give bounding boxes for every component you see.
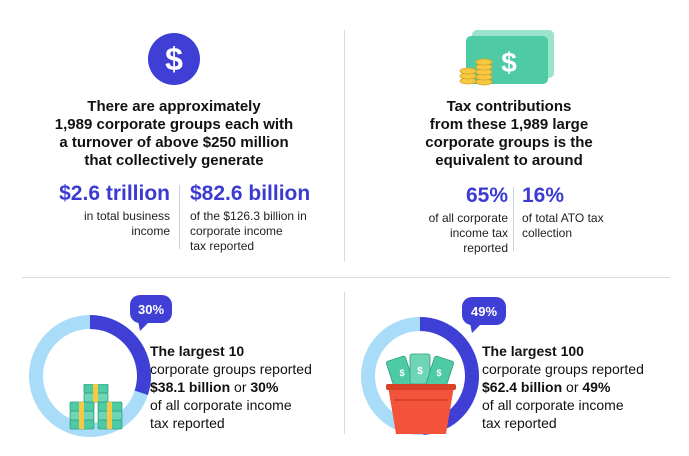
callout-pointer — [138, 321, 150, 331]
stat-share-ato-collection: 16% of total ATO tax collection — [522, 184, 604, 240]
svg-text:$: $ — [417, 366, 423, 377]
bucket-of-cash-icon: $ $ $ — [385, 353, 456, 434]
top-100-description: The largest 100 corporate groups reporte… — [482, 343, 644, 431]
dollar-circle-icon: $ — [148, 33, 200, 85]
donut-chart-top-10 — [29, 315, 151, 437]
share-callout-badge: 49% — [462, 297, 506, 325]
svg-text:$: $ — [399, 368, 404, 378]
stat-total-income: $2.6 trillion in total business income — [59, 182, 170, 238]
vertical-divider-top — [344, 30, 345, 262]
callout-pointer — [470, 323, 482, 333]
stat-divider — [179, 185, 180, 249]
top-10-description: The largest 10 corporate groups reported… — [150, 343, 312, 431]
svg-text:$: $ — [436, 368, 441, 378]
vertical-divider-bottom — [344, 292, 345, 434]
svg-text:$: $ — [501, 47, 517, 78]
cash-stack-icon — [69, 384, 123, 430]
share-callout-badge: 30% — [130, 295, 172, 323]
stat-divider — [513, 187, 514, 251]
cash-and-coins-icon: $ — [459, 30, 554, 86]
stat-corporate-tax: $82.6 billion of the $126.3 billion in c… — [190, 182, 311, 253]
donut-share-arc — [361, 317, 479, 435]
top-right-heading: Tax contributions from these 1,989 large… — [425, 98, 593, 169]
stat-share-corporate-tax: 65% of all corporate income tax reported — [428, 184, 508, 255]
donut-share-arc — [29, 315, 151, 437]
top-left-heading: There are approximately 1,989 corporate … — [54, 98, 294, 169]
horizontal-divider — [22, 277, 670, 278]
